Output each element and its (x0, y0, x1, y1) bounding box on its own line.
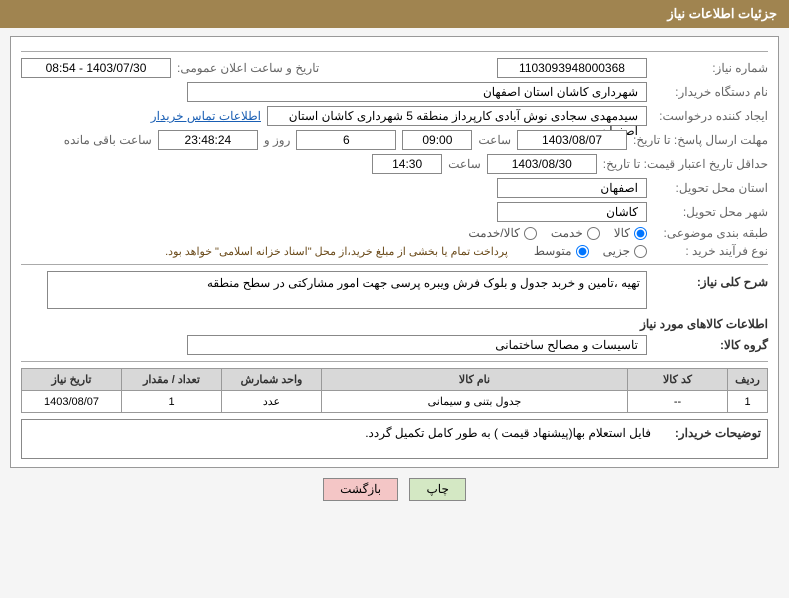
cell-idx: 1 (728, 391, 768, 413)
radio-both[interactable]: کالا/خدمت (468, 226, 536, 240)
announce-value: 1403/07/30 - 08:54 (21, 58, 171, 78)
deadline-days: 6 (296, 130, 396, 150)
need-number-value: 1103093948000368 (497, 58, 647, 78)
category-label: طبقه بندی موضوعی: (653, 226, 768, 240)
cell-code: -- (628, 391, 728, 413)
row-goods-group: گروه کالا: تاسیسات و مصالح ساختمانی (21, 335, 768, 355)
row-buyer-org: نام دستگاه خریدار: شهرداری کاشان استان ا… (21, 82, 768, 102)
row-need-number: شماره نیاز: 1103093948000368 تاریخ و ساع… (21, 58, 768, 78)
city-label: شهر محل تحویل: (653, 205, 768, 219)
row-city: شهر محل تحویل: کاشان (21, 202, 768, 222)
deadline-time-label: ساعت (478, 133, 511, 147)
col-unit: واحد شمارش (222, 369, 322, 391)
row-deadline: مهلت ارسال پاسخ: تا تاریخ: 1403/08/07 سا… (21, 130, 768, 150)
col-name: نام کالا (322, 369, 628, 391)
process-label: نوع فرآیند خرید : (653, 244, 768, 258)
deadline-remain-label: ساعت باقی مانده (64, 133, 152, 147)
province-label: استان محل تحویل: (653, 181, 768, 195)
deadline-date: 1403/08/07 (517, 130, 627, 150)
radio-both-input[interactable] (524, 227, 537, 240)
table-row: 1 -- جدول بتنی و سیمانی عدد 1 1403/08/07 (22, 391, 768, 413)
panel-header: جزئیات اطلاعات نیاز (0, 0, 789, 28)
buyer-desc-label: توضیحات خریدار: (661, 426, 761, 452)
province-value: اصفهان (497, 178, 647, 198)
radio-goods[interactable]: کالا (614, 226, 647, 240)
group-value: تاسیسات و مصالح ساختمانی (187, 335, 647, 355)
contact-buyer-link[interactable]: اطلاعات تماس خریدار (151, 109, 261, 123)
process-radio-group: جزیی متوسط (534, 244, 647, 258)
col-date: تاریخ نیاز (22, 369, 122, 391)
panel-title: جزئیات اطلاعات نیاز (667, 6, 777, 21)
row-process: نوع فرآیند خرید : جزیی متوسط پرداخت تمام… (21, 244, 768, 258)
cell-qty: 1 (122, 391, 222, 413)
main-panel: شماره نیاز: 1103093948000368 تاریخ و ساع… (10, 36, 779, 468)
buyer-org-label: نام دستگاه خریدار: (653, 85, 768, 99)
table-header-row: ردیف کد کالا نام کالا واحد شمارش تعداد /… (22, 369, 768, 391)
radio-service[interactable]: خدمت (551, 226, 600, 240)
buyer-org-value: شهرداری کاشان استان اصفهان (187, 82, 647, 102)
deadline-time: 09:00 (402, 130, 472, 150)
col-code: کد کالا (628, 369, 728, 391)
validity-time: 14:30 (372, 154, 442, 174)
summary-label: شرح کلی نیاز: (653, 271, 768, 289)
back-button[interactable]: بازگشت (323, 478, 398, 501)
announce-label: تاریخ و ساعت اعلان عمومی: (177, 61, 319, 75)
separator-3 (21, 361, 768, 362)
need-number-label: شماره نیاز: (653, 61, 768, 75)
row-summary: شرح کلی نیاز: تهیه ،تامین و خربد جدول و … (21, 271, 768, 309)
requester-value: سیدمهدی سجادی نوش آبادی کارپرداز منطقه 5… (267, 106, 647, 126)
deadline-label: مهلت ارسال پاسخ: تا تاریخ: (633, 133, 768, 147)
requester-label: ایجاد کننده درخواست: (653, 109, 768, 123)
cell-name: جدول بتنی و سیمانی (322, 391, 628, 413)
deadline-days-label: روز و (264, 133, 291, 147)
col-idx: ردیف (728, 369, 768, 391)
radio-service-input[interactable] (587, 227, 600, 240)
category-radio-group: کالا خدمت کالا/خدمت (468, 226, 647, 240)
row-requester: ایجاد کننده درخواست: سیدمهدی سجادی نوش آ… (21, 106, 768, 126)
cell-unit: عدد (222, 391, 322, 413)
deadline-countdown: 23:48:24 (158, 130, 258, 150)
buyer-desc-text: فایل استعلام بها(پیشنهاد قیمت ) به طور ک… (365, 426, 651, 452)
radio-goods-input[interactable] (634, 227, 647, 240)
buyer-description-box: توضیحات خریدار: فایل استعلام بها(پیشنهاد… (21, 419, 768, 459)
row-province: استان محل تحویل: اصفهان (21, 178, 768, 198)
validity-date: 1403/08/30 (487, 154, 597, 174)
radio-medium[interactable]: متوسط (534, 244, 589, 258)
process-note: پرداخت تمام یا بخشی از مبلغ خرید،از محل … (165, 245, 508, 258)
group-label: گروه کالا: (653, 338, 768, 352)
radio-minor-input[interactable] (634, 245, 647, 258)
summary-text: تهیه ،تامین و خربد جدول و بلوک فرش ویبره… (47, 271, 647, 309)
row-category: طبقه بندی موضوعی: کالا خدمت کالا/خدمت (21, 226, 768, 240)
goods-section-title: اطلاعات کالاهای مورد نیاز (21, 317, 768, 331)
separator-2 (21, 264, 768, 265)
separator (21, 51, 768, 52)
radio-minor[interactable]: جزیی (603, 244, 647, 258)
city-value: کاشان (497, 202, 647, 222)
cell-date: 1403/08/07 (22, 391, 122, 413)
print-button[interactable]: چاپ (409, 478, 465, 501)
validity-label: حداقل تاریخ اعتبار قیمت: تا تاریخ: (603, 157, 768, 171)
button-row: چاپ بازگشت (0, 478, 789, 501)
radio-medium-input[interactable] (576, 245, 589, 258)
row-validity: حداقل تاریخ اعتبار قیمت: تا تاریخ: 1403/… (21, 154, 768, 174)
validity-time-label: ساعت (448, 157, 481, 171)
col-qty: تعداد / مقدار (122, 369, 222, 391)
goods-table: ردیف کد کالا نام کالا واحد شمارش تعداد /… (21, 368, 768, 413)
